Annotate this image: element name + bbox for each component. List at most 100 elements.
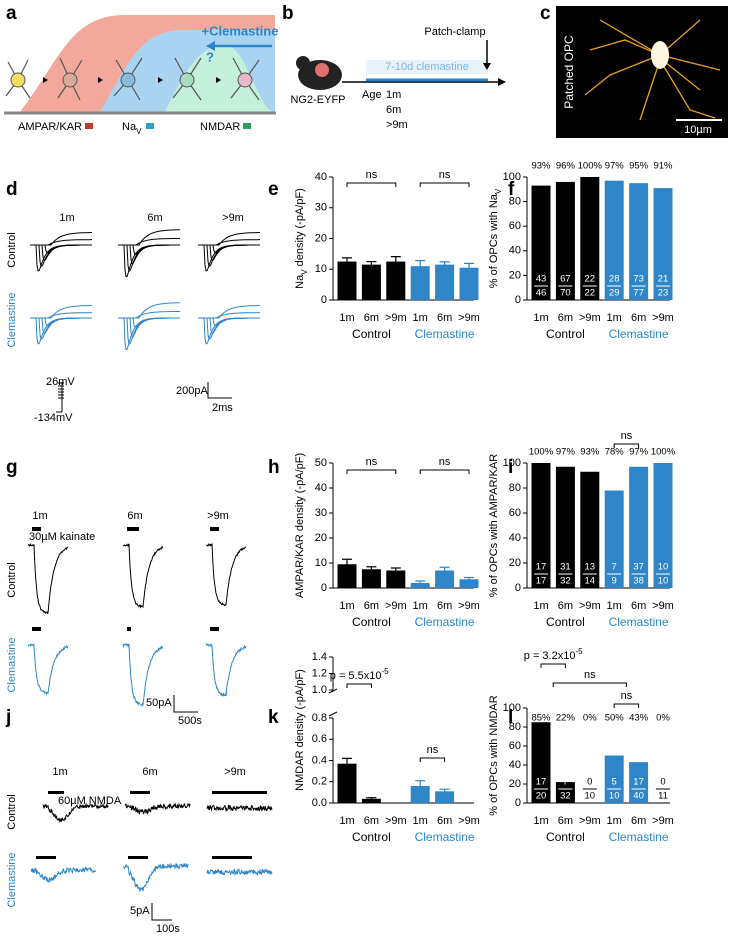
x-tick-label: 1m [607,312,622,324]
condition: Clemastine [6,292,18,347]
age: >9m [224,766,246,778]
age: 6m [386,104,401,116]
age: 1m [32,510,47,522]
value-label: 97% [629,447,649,458]
y-tick-label: 40 [509,759,521,771]
x-tick-label: 1m [607,815,622,827]
application-bar [210,527,219,531]
bar [337,763,357,803]
count-label: 11 [658,791,668,802]
error-bar [439,566,450,574]
question-mark: ? [206,49,214,64]
trace [198,232,260,246]
value-label: 85% [531,713,551,724]
time-arrow [498,78,506,86]
y-tick-label: 80 [509,721,521,733]
y-axis-label: % of OPCs with AMPAR/KAR [488,454,500,598]
bar [337,564,357,588]
count-label: 10 [585,791,596,802]
value-label: 93% [580,447,600,458]
x-tick-label: 1m [533,600,548,612]
bar [629,183,649,300]
age-label: Age [362,89,382,101]
y-tick-label: 0.4 [312,754,327,766]
bar [604,490,624,588]
trace [118,244,180,272]
scale-label: 200pA [176,385,208,397]
count-label: 10 [658,562,669,573]
bar [555,181,575,300]
receptor-label: NaV [122,121,142,136]
application-bar [130,791,150,794]
count-label: 70 [560,288,571,299]
x-tick-label: 1m [607,600,622,612]
error-bar [439,261,450,268]
y-tick-label: 0.2 [312,776,327,788]
scale-label: 5pA [130,905,150,917]
application-bar [32,527,41,531]
trace [205,643,247,697]
scale-label: 50pA [146,697,172,709]
path [90,77,103,83]
trace [124,802,191,815]
count-label: 38 [633,576,644,587]
count-label: 43 [536,274,547,285]
count-label: 17 [536,576,547,587]
trace [206,804,273,812]
significance-label: ns [584,669,596,681]
error-bar [415,580,426,585]
bar [435,791,455,803]
cell [62,72,78,88]
y-axis-label: % of OPCs with Na [488,193,500,288]
x-tick-label: >9m [652,815,674,827]
significance-label: ns [621,690,633,702]
count-label: 22 [585,274,596,285]
scale-label: 500s [178,715,202,727]
x-tick-label: 1m [533,815,548,827]
condition: Control [6,562,18,597]
panel-label: c [540,3,551,24]
cell [237,72,253,88]
value-label: 91% [653,161,673,172]
panel-label: j [5,707,11,728]
y-tick-label: 40 [509,245,521,257]
y-tick-label: 20 [509,778,521,790]
count-label: 77 [633,288,644,299]
value-label: 78% [605,447,625,458]
trace [198,312,260,319]
trace [122,643,164,707]
x-tick-label: 6m [437,312,452,324]
bar [555,782,575,803]
trace [122,543,163,609]
significance-bracket [346,182,397,187]
scale-bar [207,382,232,399]
value-label: 93% [531,161,551,172]
arrows [35,77,221,83]
value-label: 100% [529,447,554,458]
y-axis-label-sub: V [494,188,503,194]
x-tick-label: 6m [558,312,573,324]
count-label: 17 [633,777,644,788]
application-bar [210,627,219,631]
nmda-panel: 1m 6m >9m 60µM NMDA Control Clemastine 5… [6,766,246,935]
error-bar [464,262,474,273]
y-tick-label: 20 [315,532,327,544]
x-tick-label: 6m [631,600,646,612]
y-tick-label: 30 [315,202,327,214]
significance-bracket [613,703,640,708]
scale-label: 10µm [684,124,712,136]
value-label: 96% [556,161,576,172]
axis-break [328,688,338,717]
bar [410,786,430,803]
group-label: Control [546,327,585,341]
bar [653,463,673,588]
cell [179,72,195,88]
y-tick-label: 20 [315,232,327,244]
bar [531,463,551,588]
x-tick-label: 1m [339,600,354,612]
panel-label: e [268,179,279,200]
group-label: Control [546,615,585,629]
y-axis-label: NaV density (-pA/pF) [294,188,309,289]
error-bar [415,260,426,272]
y-tick-label: 80 [509,196,521,208]
